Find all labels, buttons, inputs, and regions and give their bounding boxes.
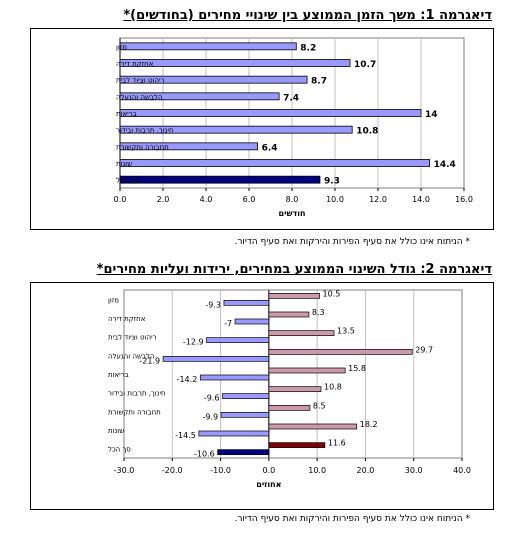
chart2-bar-increase [268, 348, 413, 355]
chart1-xtick-label: 2.0 [157, 195, 170, 204]
chart2-category-label: מזון [108, 296, 119, 304]
chart1-xtick-label: 4.0 [200, 195, 213, 204]
chart2-bar-decrease [162, 355, 270, 362]
chart2-bar-increase [268, 386, 322, 393]
chart1-bar [119, 125, 353, 134]
chart2-increase-label: 11.6 [328, 439, 346, 448]
chart2-decrease-label: -12.9 [183, 338, 204, 347]
chart2-bar-decrease [234, 318, 270, 325]
chart2-bar-decrease [223, 299, 270, 306]
chart1-bar [119, 142, 259, 151]
chart1-value-label: 14 [425, 110, 438, 120]
chart2-category-label: הלבשה והנעלה [108, 352, 155, 360]
chart2-bar-decrease [217, 449, 270, 456]
chart2-decrease-label: -9.6 [204, 394, 220, 403]
chart2-increase-label: 13.5 [337, 327, 355, 336]
chart2-bar-increase [268, 311, 310, 318]
chart2-category-label: שונות [108, 427, 124, 435]
chart1-xtick-label: 14.0 [412, 195, 430, 204]
chart2-decrease-label: -7 [224, 319, 232, 328]
chart2-category-label: אחזקת דירה [108, 315, 146, 323]
chart1-bar [119, 175, 321, 184]
chart1-title: דיאגרמה 1: משך הזמן הממוצע בין שינויי מח… [123, 8, 492, 23]
chart1-value-label: 8.2 [300, 43, 316, 53]
chart2-plot-area [123, 289, 463, 459]
chart2-bar-decrease [199, 374, 270, 381]
chart2-category-label: ריהוט וציוד לבית [108, 334, 157, 342]
chart2-category-label: תחבורה ותקשורת [108, 408, 161, 416]
chart2-decrease-label: -10.6 [194, 450, 215, 459]
chart2-category-label: סך הכל [108, 446, 131, 454]
chart1-bar [119, 42, 297, 51]
chart2-decrease-label: -9.3 [205, 300, 221, 309]
chart1-xaxis-title: חודשים [279, 209, 306, 218]
chart1-category-label: ריהוט וציוד לבית [116, 77, 165, 85]
chart1-category-label: בריאות [116, 110, 137, 118]
chart2-bar-increase [268, 404, 311, 411]
chart2-bar-increase [268, 292, 320, 299]
chart1-value-label: 14.4 [434, 160, 456, 170]
chart1-xtick-label: 6.0 [243, 195, 256, 204]
chart2-xtick-label: -30.0 [114, 466, 135, 475]
chart2-xtick-label: 40.0 [453, 466, 471, 475]
chart2-bar-decrease [206, 337, 270, 344]
chart1-bar [119, 109, 422, 117]
chart1-bar [119, 159, 431, 167]
chart2-category-label: בריאות [108, 371, 129, 379]
chart2-xtick-label: -20.0 [162, 466, 183, 475]
chart1-value-label: 6.4 [262, 143, 278, 153]
chart2-xaxis-title: אחוזים [256, 480, 281, 489]
chart1-category-label: תחבורה ותקשורת [116, 143, 169, 151]
chart1-value-label: 10.7 [354, 60, 376, 70]
chart1-xtick-label: 8.0 [286, 195, 299, 204]
chart1-xtick-label: 10.0 [326, 195, 344, 204]
chart2-increase-label: 29.7 [415, 345, 433, 354]
chart2-xtick-label: 10.0 [308, 466, 326, 475]
chart1-value-label: 9.3 [324, 177, 340, 187]
chart2-xtick-label: 20.0 [357, 466, 375, 475]
chart2-increase-label: 18.2 [360, 420, 378, 429]
chart2-bar-increase [268, 367, 346, 374]
chart2-bar-increase [268, 330, 335, 337]
chart1-bar [119, 75, 308, 84]
chart1-value-label: 7.4 [283, 93, 299, 103]
chart2-increase-label: 10.5 [323, 289, 341, 298]
chart1-xtick-label: 12.0 [369, 195, 387, 204]
chart2-bar-increase [268, 423, 358, 430]
chart2-bar-decrease [198, 430, 270, 437]
chart2-footnote: * הניתוח אינו כולל את סעיף הפירות והירקו… [234, 514, 470, 524]
chart2-xtick-label: -10.0 [210, 466, 231, 475]
chart1-category-label: הלבשה והנעלה [116, 93, 163, 101]
chart2-increase-label: 8.3 [312, 308, 325, 317]
chart1-value-label: 8.7 [311, 77, 327, 87]
chart2-decrease-label: -9.9 [202, 412, 218, 421]
chart1-category-label: מזון [116, 43, 127, 51]
chart2-decrease-label: -14.2 [177, 375, 198, 384]
chart2-xtick-label: 30.0 [405, 466, 423, 475]
chart2-increase-label: 10.8 [324, 383, 342, 392]
chart1-bar [119, 59, 351, 67]
chart2-increase-label: 15.8 [348, 364, 366, 373]
chart2-category-label: חינוך, תרבות ובידור [108, 390, 166, 398]
chart1-category-label: חינוך, תרבות ובידור [116, 127, 174, 135]
chart2-decrease-label: -21.9 [139, 356, 160, 365]
chart2-bar-decrease [222, 393, 270, 400]
chart1-category-label: סך הכל [116, 177, 139, 185]
chart2-decrease-label: -14.5 [175, 431, 196, 440]
chart2-bar-decrease [220, 411, 270, 418]
chart2-title: דיאגרמה 2: גודל השינוי הממוצע במחירים, י… [96, 262, 492, 277]
chart1-xtick-label: 16.0 [455, 195, 473, 204]
chart2-increase-label: 8.5 [313, 401, 326, 410]
chart2-xtick-label: 0.0 [262, 466, 275, 475]
chart1-footnote: * הניתוח אינו כולל את סעיף הפירות והירקו… [234, 237, 470, 247]
chart1-bar [119, 92, 280, 101]
chart2-bar-increase [268, 442, 326, 449]
chart1-value-label: 10.8 [356, 127, 378, 137]
chart1-category-label: שונות [116, 160, 132, 168]
chart1-category-label: אחזקת דירה [116, 60, 154, 68]
chart1-xtick-label: 0.0 [114, 195, 127, 204]
